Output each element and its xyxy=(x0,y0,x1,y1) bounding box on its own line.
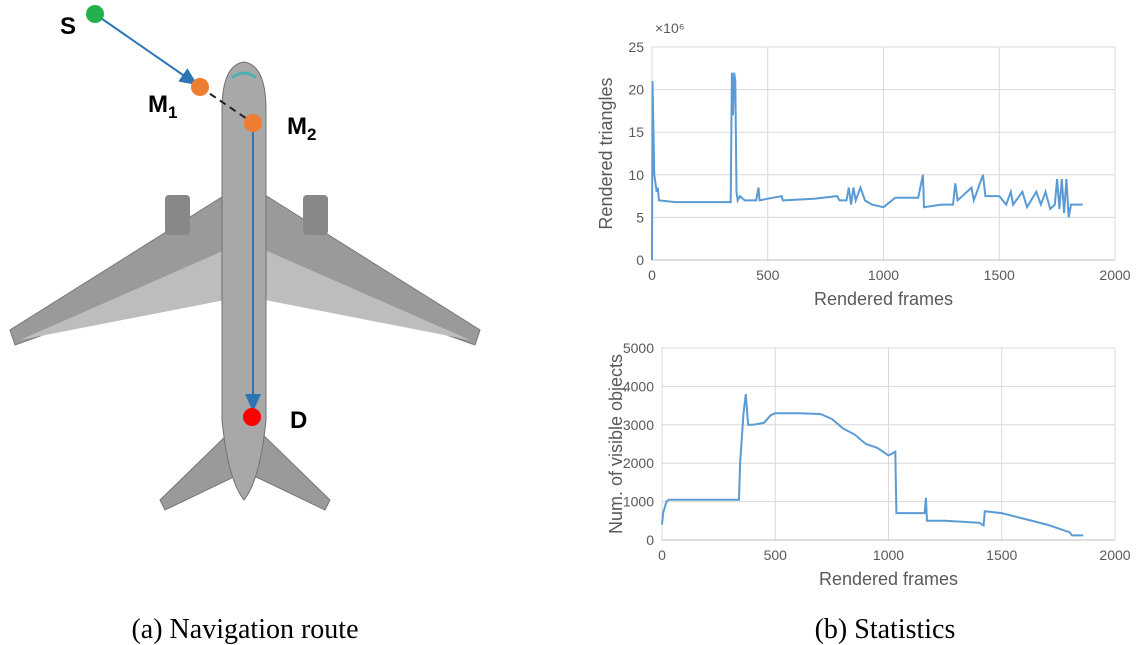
y-tick-label: 1000 xyxy=(623,494,654,510)
node-mid xyxy=(244,114,262,132)
data-line xyxy=(651,72,1083,261)
x-tick-label: 1000 xyxy=(868,267,899,283)
route-arrow xyxy=(94,13,198,86)
y-tick-label: 0 xyxy=(636,252,644,268)
node-label: M2 xyxy=(287,113,316,144)
y-tick-label: 3000 xyxy=(623,417,654,433)
node-start xyxy=(86,5,104,23)
node-label: M xyxy=(287,113,307,140)
caption: (b) Statistics xyxy=(815,614,956,645)
y-tick-label: 0 xyxy=(646,532,654,548)
caption: (a) Navigation route xyxy=(131,614,358,645)
y-tick-label: 5 xyxy=(636,209,644,225)
node-subscript: 2 xyxy=(307,125,316,144)
y-tick-label: 4000 xyxy=(623,378,654,394)
data-line xyxy=(661,393,1084,537)
x-axis-title: Rendered frames xyxy=(814,289,953,309)
x-tick-label: 0 xyxy=(648,267,656,283)
x-tick-label: 2000 xyxy=(1099,267,1130,283)
y-axis-title: Num. of visible objects xyxy=(606,354,626,534)
route-dashed xyxy=(199,86,254,124)
y-tick-label: 15 xyxy=(628,124,644,140)
axis-multiplier: ×10⁶ xyxy=(655,20,685,36)
node-label: M1 xyxy=(148,91,177,122)
node-dest xyxy=(243,408,261,426)
route: S M1 M2 D xyxy=(60,5,316,434)
x-tick-label: 500 xyxy=(764,547,788,563)
y-tick-label: 20 xyxy=(628,82,644,98)
x-tick-label: 1500 xyxy=(984,267,1015,283)
airplane xyxy=(9,61,481,511)
y-tick-label: 10 xyxy=(628,167,644,183)
y-axis-title: Rendered triangles xyxy=(596,77,616,229)
x-tick-label: 500 xyxy=(756,267,780,283)
x-tick-label: 2000 xyxy=(1099,547,1130,563)
x-tick-label: 1000 xyxy=(873,547,904,563)
y-tick-label: 5000 xyxy=(623,340,654,356)
x-tick-label: 0 xyxy=(658,547,666,563)
node-label: D xyxy=(290,407,307,434)
node-label: M xyxy=(148,91,168,118)
x-tick-label: 1500 xyxy=(986,547,1017,563)
node-label: S xyxy=(60,13,76,40)
node-mid xyxy=(191,78,209,96)
x-axis-title: Rendered frames xyxy=(819,569,958,589)
y-tick-label: 25 xyxy=(628,39,644,55)
y-tick-label: 2000 xyxy=(623,455,654,471)
node-subscript: 1 xyxy=(168,103,177,122)
